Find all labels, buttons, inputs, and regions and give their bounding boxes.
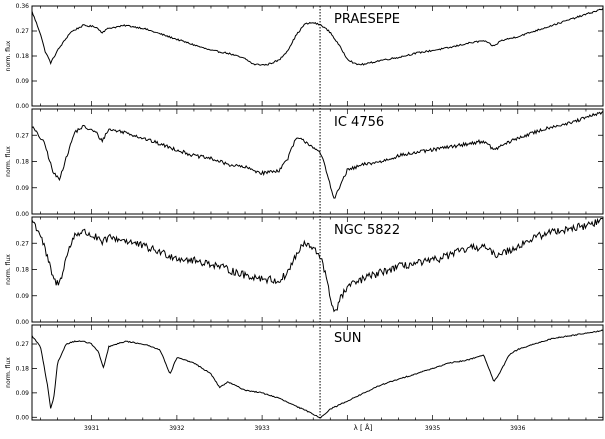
spectrum-line [31, 329, 604, 419]
panel-title: IC 4756 [334, 115, 384, 130]
panel-sun: 0.27 0.18 0.09 0.00 norm. flux SUN [5, 324, 604, 421]
y-tick-label: 0.18 [16, 53, 30, 60]
y-tick-label: 0.18 [16, 365, 30, 372]
y-tick-label: 0.09 [16, 293, 30, 300]
y-tick-label: 0.00 [16, 211, 30, 218]
x-tick-label: 3931 [84, 425, 99, 432]
y-axis-label: norm. flux [5, 254, 12, 285]
y-tick-label: 0.27 [16, 240, 30, 247]
y-tick-label: 0.27 [16, 341, 30, 348]
y-axis-label: norm. flux [5, 146, 12, 177]
y-tick-label: 0.00 [16, 319, 30, 326]
spectrum-line [31, 217, 604, 313]
y-tick-label: 0.00 [16, 103, 30, 110]
y-tick-label: 0.09 [16, 390, 30, 397]
y-tick-label: 0.09 [16, 78, 30, 85]
x-axis-label: λ [ Å] [354, 423, 373, 432]
panel-title: PRAESEPE [334, 12, 400, 27]
x-tick-label: 3933 [254, 425, 269, 432]
spectrum-line [31, 110, 604, 199]
panel-frame [31, 216, 604, 323]
panel-ic-4756: 0.27 0.18 0.09 0.00 norm. flux IC 4756 [5, 108, 604, 218]
y-axis-label: norm. flux [5, 40, 12, 71]
y-tick-label: 0.00 [16, 414, 30, 421]
x-tick-label: 3935 [425, 425, 440, 432]
y-tick-label: 0.36 [16, 3, 30, 10]
panel-praesepe: 0.36 0.27 0.18 0.09 0.00 norm. flux PRAESEPE [5, 3, 604, 110]
panel-title: NGC 5822 [334, 223, 400, 238]
x-tick-label: 3936 [510, 425, 525, 432]
x-tick-label: 3932 [169, 425, 184, 432]
panel-frame [31, 108, 604, 215]
panel-frame [31, 5, 604, 107]
spectrum-line [31, 8, 604, 66]
panel-frame [31, 324, 604, 421]
y-tick-label: 0.27 [16, 132, 30, 139]
panel-title: SUN [334, 331, 362, 346]
y-axis-label: norm. flux [5, 357, 12, 388]
panel-ngc-5822: 0.27 0.18 0.09 0.00 norm. flux NGC 5822 [5, 216, 604, 326]
y-tick-label: 0.18 [16, 267, 30, 274]
y-tick-label: 0.09 [16, 185, 30, 192]
y-tick-label: 0.18 [16, 159, 30, 166]
y-tick-label: 0.27 [16, 28, 30, 35]
